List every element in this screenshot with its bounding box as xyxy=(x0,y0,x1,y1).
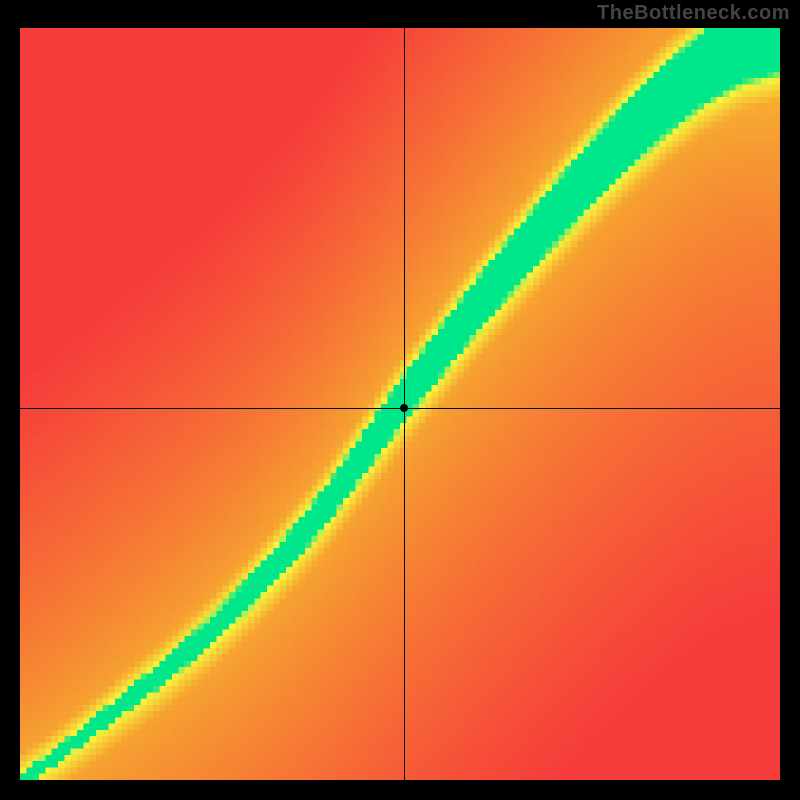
chart-container: TheBottleneck.com xyxy=(0,0,800,800)
watermark-text: TheBottleneck.com xyxy=(597,2,790,25)
plot-area xyxy=(20,28,780,780)
marker-dot xyxy=(400,404,408,412)
